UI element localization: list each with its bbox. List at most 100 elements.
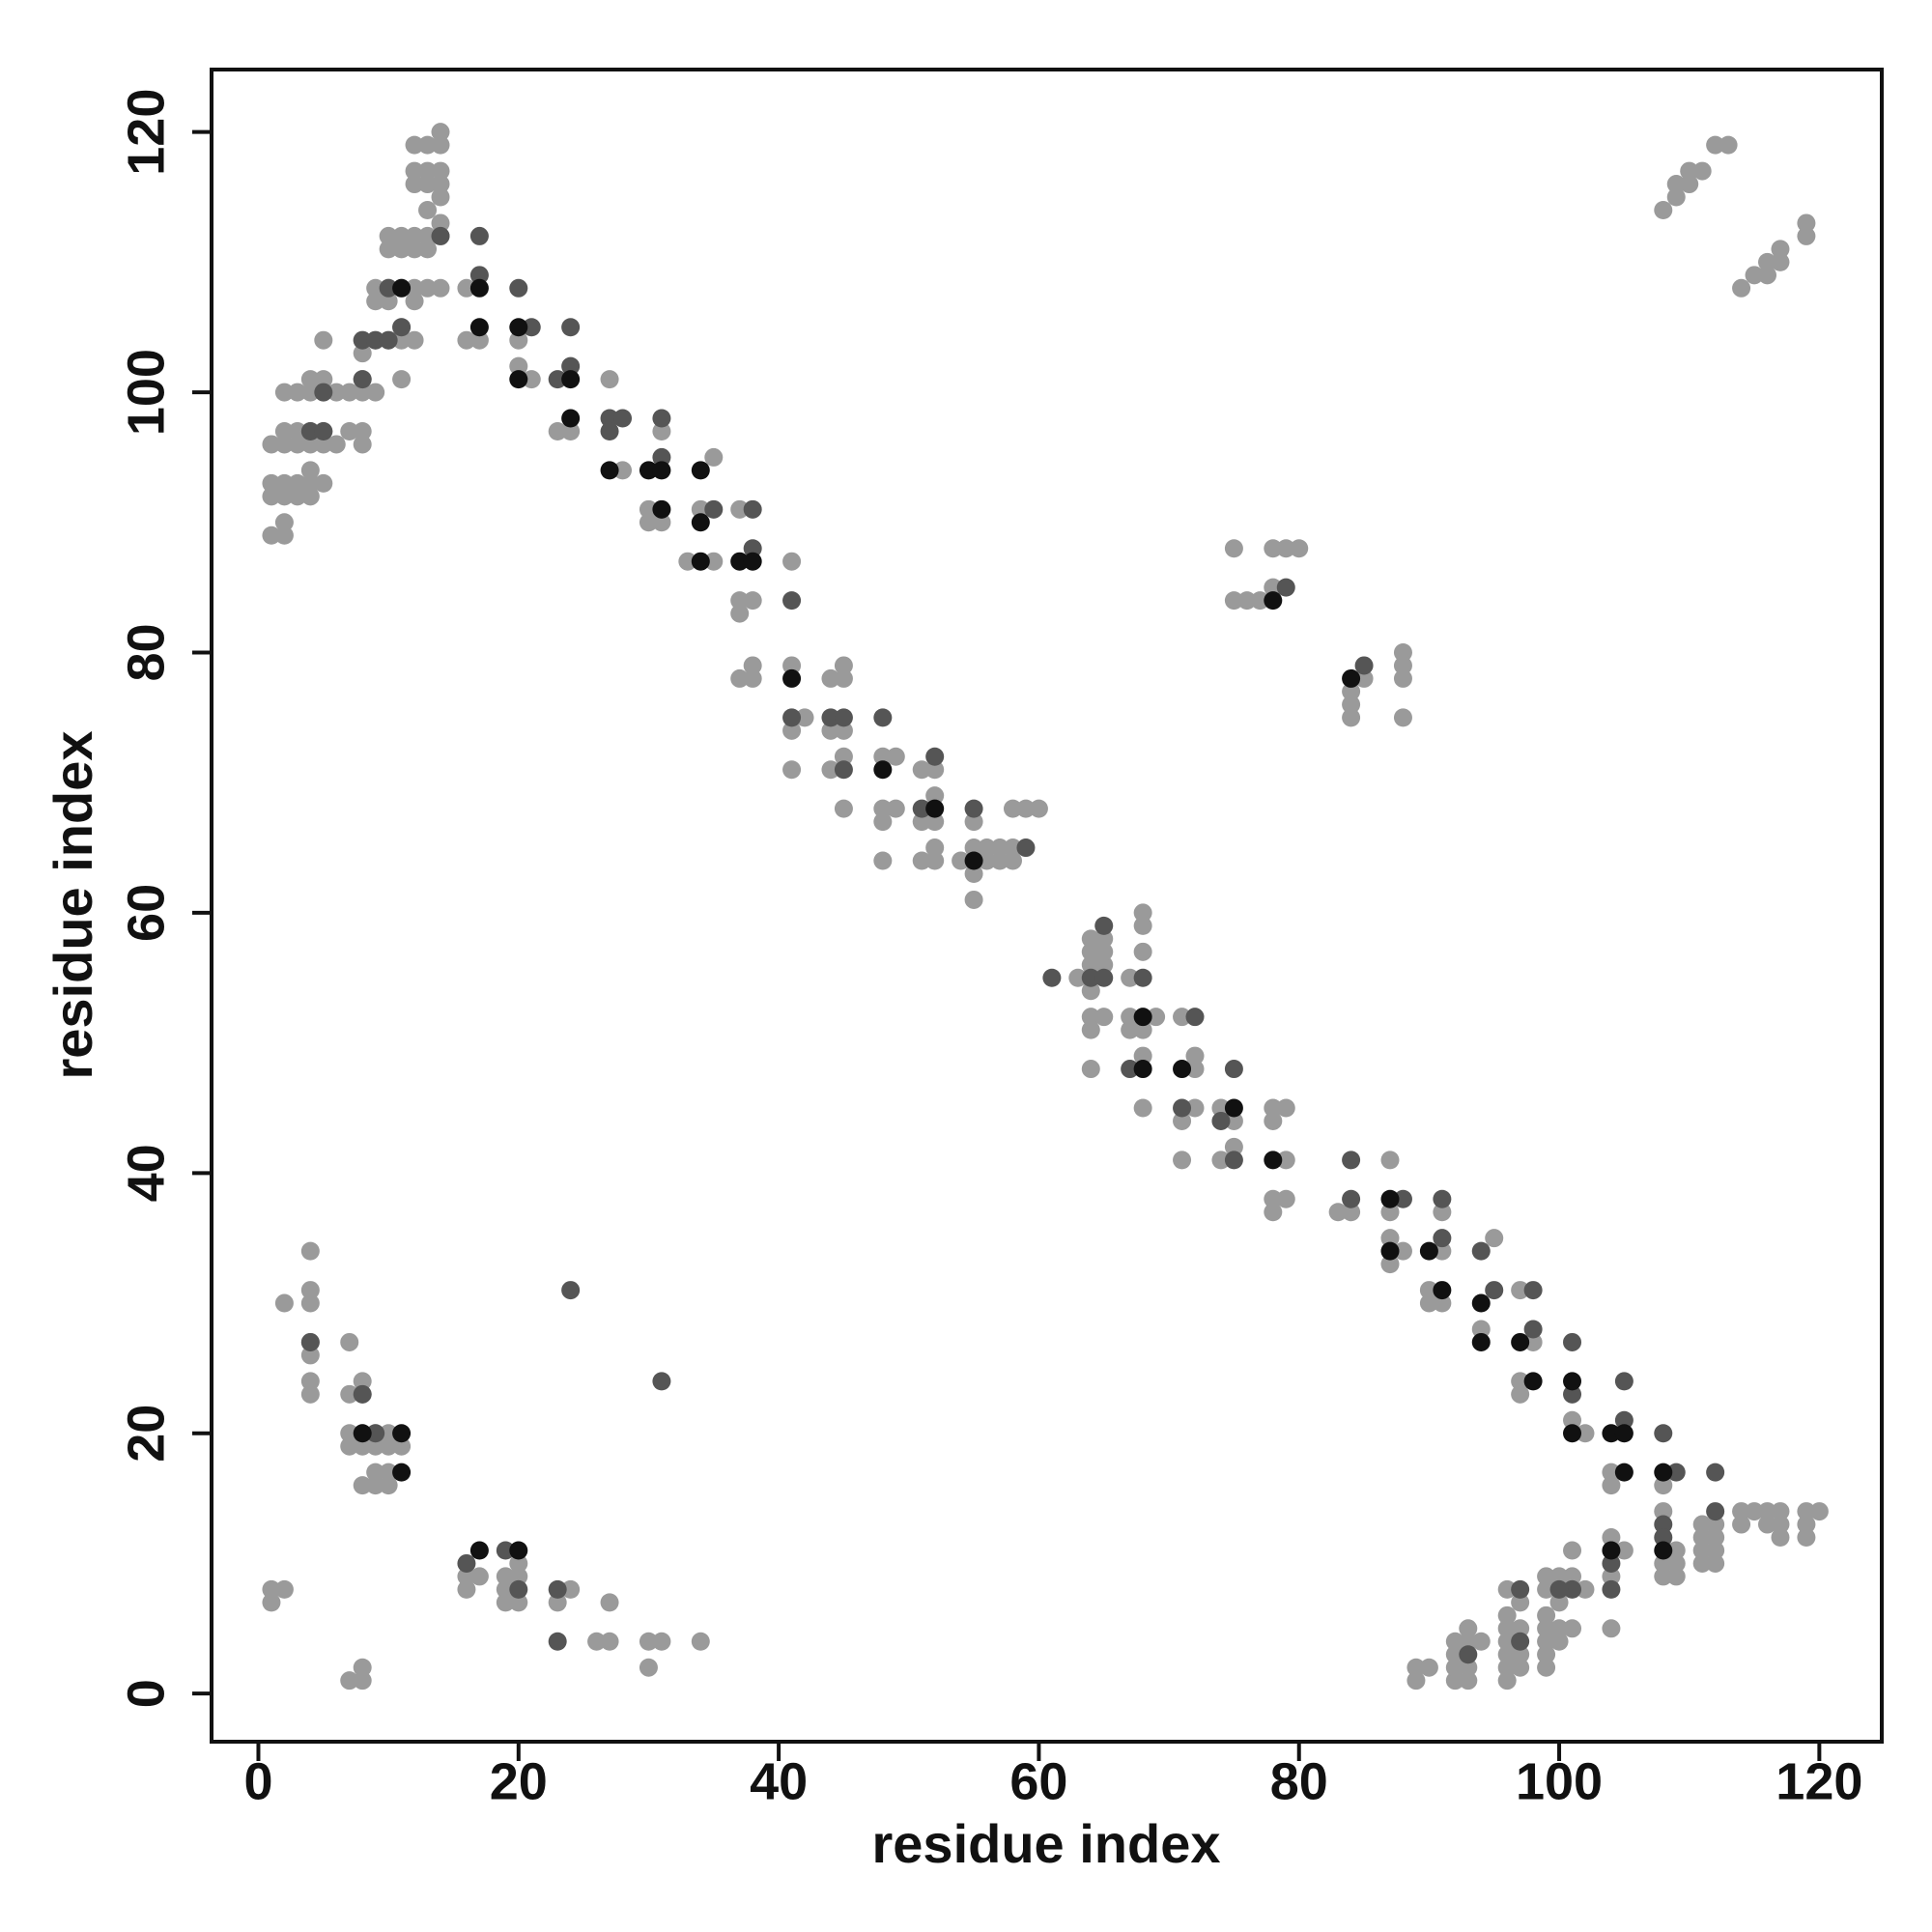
point <box>834 668 853 688</box>
point <box>1445 1632 1464 1651</box>
point <box>1094 916 1114 935</box>
point <box>730 591 750 611</box>
point <box>496 1567 515 1586</box>
point <box>496 1579 515 1599</box>
point <box>1706 1528 1725 1548</box>
point <box>561 356 581 376</box>
point <box>1342 695 1361 714</box>
point <box>678 552 697 571</box>
point <box>795 708 814 727</box>
point <box>1758 1515 1777 1534</box>
point <box>1602 1463 1621 1482</box>
point <box>1133 1008 1152 1027</box>
point <box>379 226 398 245</box>
point <box>1264 1111 1283 1130</box>
point <box>1485 1229 1504 1248</box>
point <box>392 1463 412 1482</box>
point <box>431 187 450 207</box>
point <box>652 421 671 440</box>
point <box>691 513 710 532</box>
point <box>873 799 893 818</box>
point <box>1511 1658 1530 1677</box>
point <box>1133 1020 1152 1039</box>
y-tick-label: 40 <box>117 1144 175 1202</box>
point <box>1328 1203 1348 1222</box>
point <box>1471 1320 1491 1339</box>
point <box>1602 1476 1621 1495</box>
point <box>353 383 372 402</box>
point <box>600 1593 619 1612</box>
point <box>1237 591 1257 611</box>
point <box>1419 1241 1438 1261</box>
point <box>743 656 762 675</box>
point <box>300 1281 320 1300</box>
point <box>509 1579 528 1599</box>
point <box>1706 1515 1725 1534</box>
point <box>873 708 893 727</box>
point <box>561 421 581 440</box>
point <box>1549 1593 1569 1612</box>
point <box>704 499 724 519</box>
point <box>1497 1579 1517 1599</box>
point <box>1250 591 1269 611</box>
point <box>1576 1579 1595 1599</box>
point <box>548 1579 567 1599</box>
point <box>1173 1060 1192 1079</box>
point <box>300 473 320 493</box>
point <box>300 1372 320 1391</box>
point <box>314 435 333 454</box>
point <box>366 1476 385 1495</box>
point <box>1537 1605 1556 1625</box>
point <box>288 421 307 440</box>
point <box>1732 1502 1751 1521</box>
point <box>366 1463 385 1482</box>
point <box>1264 591 1283 611</box>
point <box>327 383 346 402</box>
point <box>340 1436 359 1456</box>
point <box>262 435 281 454</box>
point <box>964 890 983 909</box>
point <box>1732 1515 1751 1534</box>
point <box>1563 1579 1582 1599</box>
y-tick-label: 0 <box>117 1679 175 1708</box>
point <box>743 668 762 688</box>
point <box>1433 1281 1452 1300</box>
point <box>392 318 412 337</box>
point <box>1511 1593 1530 1612</box>
x-tick-label: 60 <box>1009 1752 1067 1810</box>
point <box>1224 1098 1243 1118</box>
point <box>1614 1463 1634 1482</box>
point <box>1471 1632 1491 1651</box>
point <box>1393 1241 1412 1261</box>
y-tick-label: 100 <box>117 349 175 436</box>
point <box>1471 1332 1491 1351</box>
point <box>691 499 710 519</box>
point <box>1173 1098 1192 1118</box>
point <box>873 760 893 780</box>
point <box>262 1593 281 1612</box>
point <box>1133 968 1152 987</box>
point <box>990 851 1009 870</box>
point <box>1445 1645 1464 1664</box>
point <box>952 851 971 870</box>
point <box>405 330 424 350</box>
point <box>925 851 945 870</box>
point <box>964 812 983 832</box>
point <box>1692 1541 1712 1560</box>
point <box>704 552 724 571</box>
point <box>353 370 372 389</box>
point <box>1433 1189 1452 1208</box>
point <box>1459 1619 1478 1638</box>
point <box>925 799 945 818</box>
point <box>1563 1541 1582 1560</box>
point <box>1654 200 1673 219</box>
point <box>600 421 619 440</box>
point <box>782 656 802 675</box>
point <box>561 318 581 337</box>
point <box>379 1463 398 1482</box>
point <box>469 278 489 298</box>
point <box>353 1658 372 1677</box>
point <box>1654 1515 1673 1534</box>
point <box>1354 668 1374 688</box>
point <box>782 591 802 611</box>
